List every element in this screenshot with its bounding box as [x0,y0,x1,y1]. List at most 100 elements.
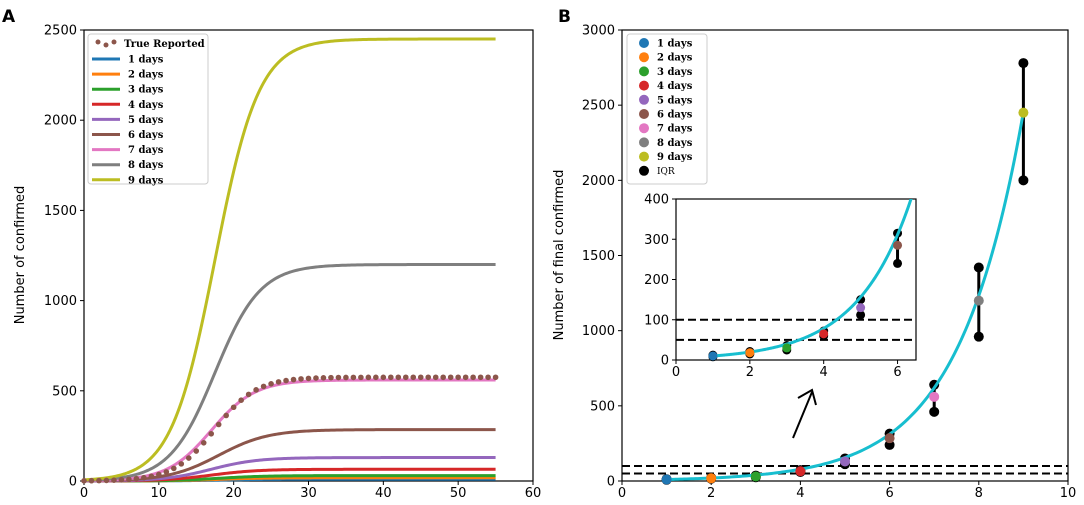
true-reported-point [358,374,364,381]
true-reported-point [103,477,110,484]
legend-marker-iqr [639,165,649,176]
point-1-days [661,474,672,485]
inset-y-tick-label: 400 [644,193,669,208]
legend-label-true-reported: True Reported [124,39,205,50]
legend-marker-true-reported [95,39,101,45]
inset-point-5-days [856,303,866,313]
true-reported-point [156,471,162,478]
legend-b-label-8-days: 8 days [657,138,693,149]
inset-x-tick-label: 6 [893,365,901,380]
true-reported-point [193,448,200,454]
true-reported-point [230,404,237,411]
b-x-tick-label: 2 [707,486,715,501]
point-2-days [706,473,717,484]
legend-b-label-7-days: 7 days [657,124,693,135]
true-reported-point [402,374,409,381]
legend-label-4-days: 4 days [128,100,164,111]
legend-b-label-4-days: 4 days [657,81,693,92]
true-reported-point [215,421,222,428]
true-reported-point [290,376,297,383]
true-reported-point [343,374,349,381]
true-reported-point [268,381,274,387]
true-reported-point [425,374,432,381]
a-x-tick-label: 60 [525,486,542,501]
true-reported-point [328,374,334,381]
true-reported-point [432,374,439,381]
b-y-tick-label: 1500 [582,249,615,264]
true-reported-point [96,477,102,484]
iqr-high-point [1018,58,1029,69]
legend-marker-true-reported [103,42,109,48]
true-reported-point [118,477,125,483]
true-reported-point [223,412,229,419]
legend-marker-3-days [639,66,649,77]
a-x-tick-label: 50 [450,486,467,501]
true-reported-point [178,461,185,467]
true-reported-point [185,455,192,461]
a-y-tick-label: 2500 [44,24,77,39]
inset-point-3-days [782,343,792,353]
series-line-8-days [83,263,496,482]
point-9-days [1018,107,1029,118]
legend-label-7-days: 7 days [128,145,164,156]
legend-b-label-9-days: 9 days [657,152,693,163]
arrow [792,388,817,439]
inset-x-tick-label: 0 [672,365,680,380]
legend-marker-1-days [639,38,649,48]
true-reported-point [320,375,327,381]
iqr-low-point [973,331,984,342]
true-reported-point [171,465,177,472]
b-y-tick-label: 1000 [582,324,615,339]
true-reported-point [283,377,289,384]
true-reported-point [148,473,155,480]
inset-plot-frame [675,198,917,361]
point-4-days [795,466,806,477]
true-reported-point [238,397,244,403]
legend-label-3-days: 3 days [128,85,164,96]
a-x-tick-label: 20 [225,486,242,501]
a-y-tick-label: 1000 [44,294,77,309]
a-x-tick-label: 30 [300,486,317,501]
a-y-tick-label: 500 [52,384,77,399]
true-reported-point [470,374,476,381]
true-reported-point [373,374,379,381]
inset-iqr-low-point [856,310,866,320]
true-reported-point [260,383,267,390]
inset-x-tick-label: 2 [746,365,754,380]
legend-marker-true-reported [111,39,117,45]
legend-marker-4-days [639,80,649,91]
legend-label-1-days: 1 days [128,55,164,66]
ylabel-b: Number of final confirmed [552,170,567,341]
legend-marker-8-days [639,137,649,148]
a-y-tick-label: 0 [69,475,77,490]
inset-iqr-low-point [893,258,903,268]
legend-label-6-days: 6 days [128,130,164,141]
legend-marker-7-days [639,123,649,134]
b-x-tick-label: 0 [618,486,626,501]
true-reported-point [305,375,312,382]
true-reported-point [477,374,484,381]
true-reported-point [335,374,342,381]
legend-b-label-5-days: 5 days [657,95,693,106]
point-8-days [973,295,984,306]
inset-point-6-days [893,240,903,250]
legend-b-label-2-days: 2 days [657,53,693,64]
panel-a: 0 10 20 30 40 50 60 0 500 1000 1500 2000 2500 True Re… [44,24,541,502]
inset-point-2-days [745,348,755,358]
true-reported-point [111,477,117,484]
legend-marker-6-days [639,109,649,119]
iqr-low-point [929,406,940,417]
true-reported-point [313,375,319,381]
point-7-days [929,391,940,402]
a-y-tick-label: 1500 [44,204,77,219]
a-x-tick-label: 0 [80,486,88,501]
true-reported-point [275,379,282,385]
legend-b-label-iqr: IQR [657,167,675,177]
true-reported-point [163,469,170,475]
legend-label-9-days: 9 days [128,175,164,186]
inset-point-1-days [708,351,718,361]
legend-b-label-1-days: 1 days [657,39,693,50]
b-x-tick-label: 10 [1060,486,1077,501]
true-reported-point [253,387,259,393]
ylabel-a: Number of confirmed [13,186,28,325]
